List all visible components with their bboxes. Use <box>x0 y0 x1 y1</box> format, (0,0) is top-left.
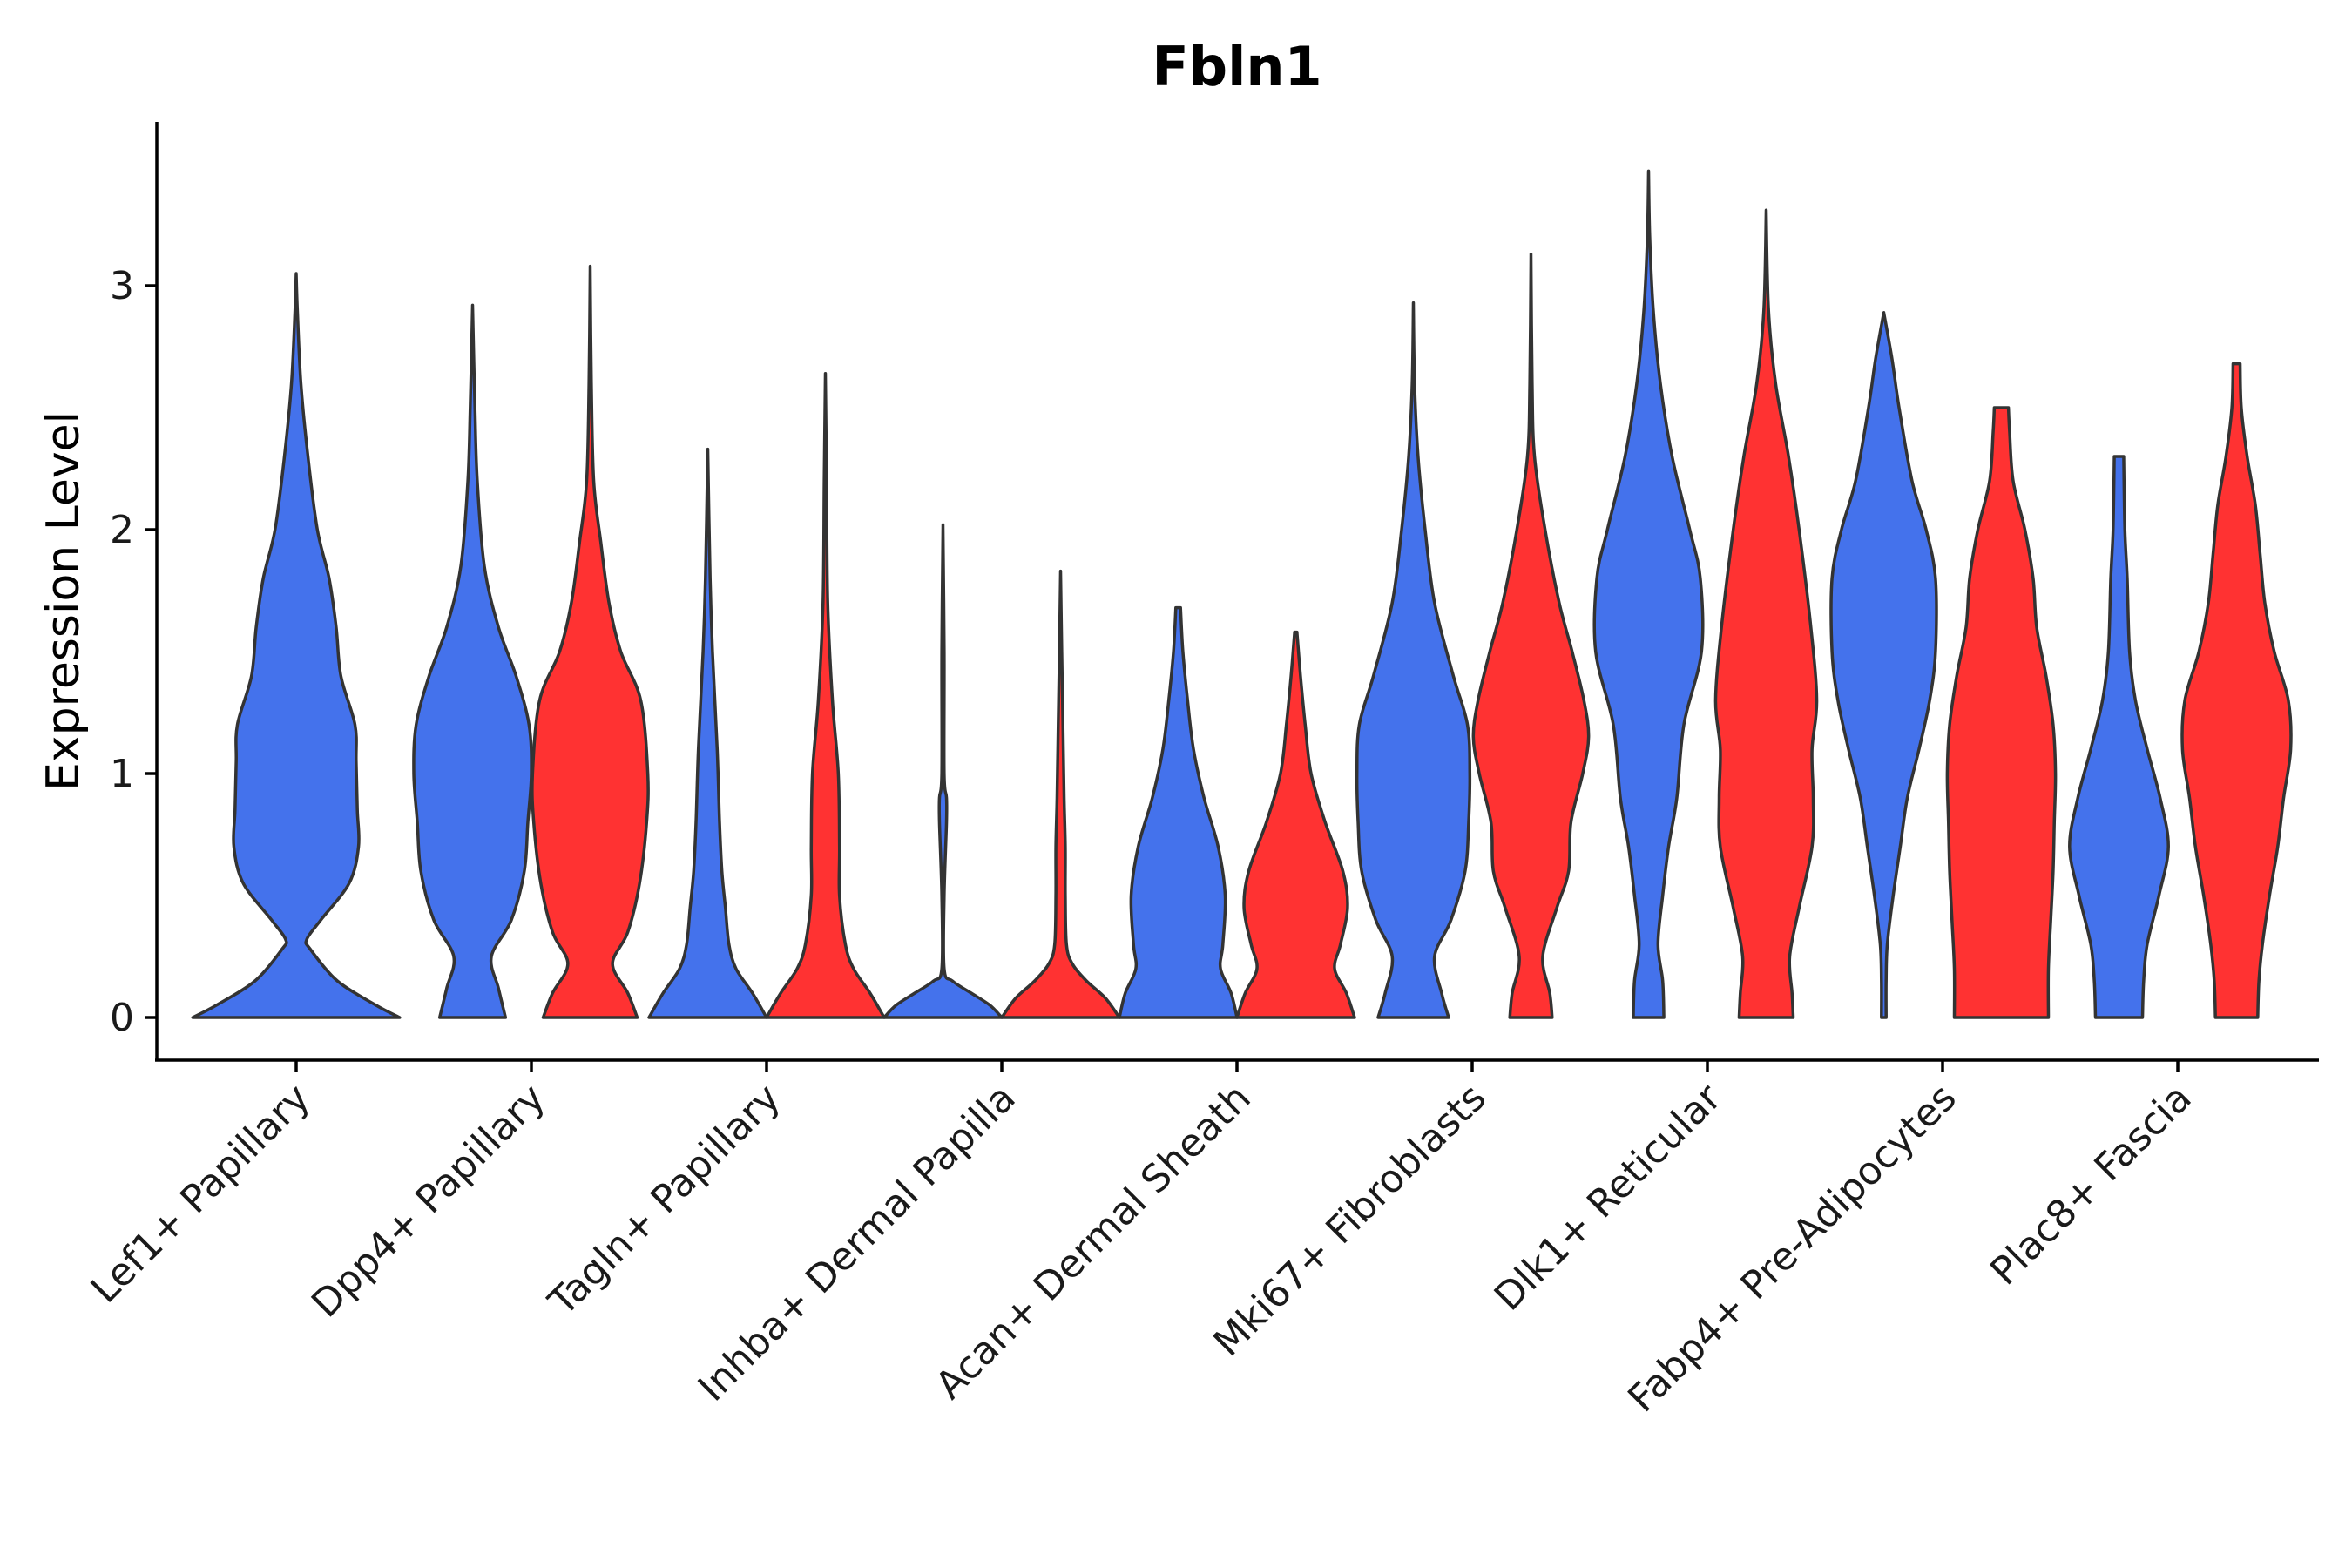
y-tick-label: 2 <box>110 508 134 552</box>
violin-blue <box>412 303 533 1019</box>
chart-title: Fbln1 <box>1152 35 1321 98</box>
violins-group <box>191 169 2293 1019</box>
x-tick-label: Dpp4+ Papillary <box>303 1076 554 1327</box>
violin-red <box>2180 362 2293 1019</box>
violin-blue <box>1829 311 1938 1019</box>
y-tick-label: 0 <box>110 996 134 1040</box>
violin-blue <box>191 272 402 1019</box>
violin-red <box>1713 208 1819 1019</box>
y-ticks-group: 0 1 2 3 <box>110 264 157 1040</box>
violin-red <box>1945 406 2058 1019</box>
violin-red <box>1000 569 1121 1019</box>
violin-blue <box>1355 301 1472 1019</box>
y-tick-label: 1 <box>110 752 134 796</box>
x-tick-label: Dlk1+ Reticular <box>1486 1075 1731 1320</box>
y-axis-label: Expression Level <box>37 411 90 791</box>
x-tick-label: Tagln+ Papillary <box>540 1076 789 1325</box>
x-tick-label: Mki67+ Fibroblasts <box>1205 1076 1494 1365</box>
violin-red <box>1235 630 1356 1019</box>
violin-red <box>1471 252 1591 1019</box>
violin-blue <box>1118 605 1239 1019</box>
violin-blue <box>647 447 768 1019</box>
violin-red <box>531 264 650 1019</box>
violin-blue <box>882 523 1004 1019</box>
violin-blue <box>1592 169 1705 1019</box>
y-tick-label: 3 <box>110 264 134 308</box>
x-tick-label: Plac8+ Fascia <box>1982 1076 2200 1294</box>
violin-blue <box>2068 455 2170 1019</box>
x-tick-label: Lef1+ Papillary <box>83 1076 319 1312</box>
violin-red <box>765 372 886 1019</box>
